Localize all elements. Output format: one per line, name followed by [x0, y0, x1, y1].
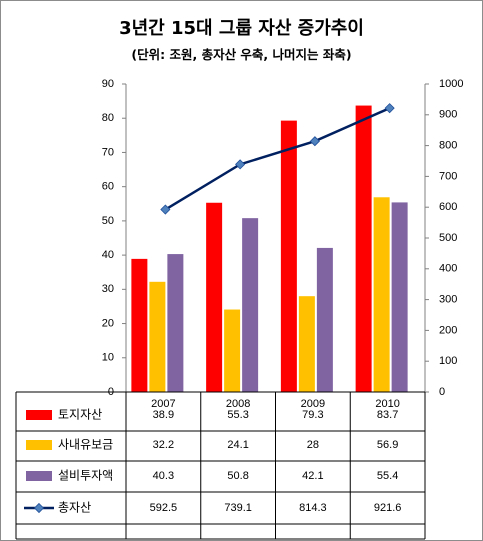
y-right-tick-label: 300: [439, 294, 457, 306]
marker-총자산-2010: [384, 103, 395, 114]
legend-label: 사내유보금: [58, 438, 113, 452]
data-label-cell: 83.7: [377, 409, 398, 421]
y-right-tick-label: 100: [439, 355, 457, 367]
marker-총자산-2007: [160, 204, 171, 215]
data-label-cell: 921.6: [374, 502, 402, 514]
x-tick-label: 2008: [226, 398, 250, 410]
y-left-tick-label: 80: [102, 112, 114, 124]
chart-subtitle: (단위: 조원, 총자산 우축, 나머지는 좌축): [131, 47, 352, 62]
y-right-tick-label: 600: [439, 201, 457, 213]
legend-label: 총자산: [58, 501, 91, 515]
x-tick-label: 2009: [301, 398, 325, 410]
y-left-tick-label: 10: [102, 352, 114, 364]
legend-label: 토지자산: [58, 408, 102, 422]
legend-key-토지자산: [26, 410, 52, 420]
y-left-tick-label: 40: [102, 249, 114, 261]
legend-key-marker-총자산: [33, 502, 45, 514]
bar-사내유보금-2010: [373, 197, 390, 392]
y-right-tick-label: 700: [439, 170, 457, 182]
chart-title: 3년간 15대 그룹 자산 증가추이: [119, 18, 364, 39]
x-tick-label: 2007: [151, 398, 175, 410]
bar-설비투자액-2007: [167, 254, 184, 392]
data-label-cell: 814.3: [299, 502, 327, 514]
x-tick-label: 2010: [375, 398, 399, 410]
data-label-cell: 32.2: [153, 439, 174, 451]
y-left-tick-label: 60: [102, 181, 114, 193]
data-label-cell: 28: [307, 439, 319, 451]
y-right-tick-label: 800: [439, 140, 457, 152]
bar-토지자산-2010: [355, 105, 372, 392]
marker-총자산-2009: [309, 136, 320, 147]
data-label-cell: 55.3: [227, 409, 248, 421]
bar-토지자산-2009: [280, 120, 297, 393]
y-right-tick-label: 1000: [439, 78, 463, 90]
legend-label: 설비투자액: [58, 469, 113, 483]
data-label-cell: 42.1: [302, 470, 323, 482]
bar-토지자산-2008: [206, 202, 223, 392]
y-right-tick-label: 0: [439, 386, 445, 398]
data-label-cell: 592.5: [150, 502, 178, 514]
data-label-cell: 50.8: [227, 470, 248, 482]
y-left-tick-label: 30: [102, 283, 114, 295]
y-right-tick-label: 400: [439, 263, 457, 275]
data-label-cell: 56.9: [377, 439, 398, 451]
legend-key-설비투자액: [26, 471, 52, 481]
marker-총자산-2008: [235, 159, 246, 170]
y-right-tick-label: 200: [439, 324, 457, 336]
data-label-cell: 24.1: [227, 439, 248, 451]
legend-key-사내유보금: [26, 440, 52, 450]
data-label-cell: 739.1: [224, 502, 252, 514]
data-label-cell: 55.4: [377, 470, 398, 482]
data-label-cell: 38.9: [153, 409, 174, 421]
bar-설비투자액-2010: [391, 202, 408, 392]
data-label-cell: 79.3: [302, 409, 323, 421]
bar-사내유보금-2007: [149, 281, 166, 392]
y-right-tick-label: 900: [439, 109, 457, 121]
line-총자산: [164, 107, 391, 211]
data-label-cell: 40.3: [153, 470, 174, 482]
bar-사내유보금-2009: [298, 296, 315, 392]
bar-토지자산-2007: [131, 258, 148, 392]
y-left-tick-label: 70: [102, 146, 114, 158]
y-left-tick-label: 20: [102, 317, 114, 329]
bar-설비투자액-2009: [316, 247, 333, 392]
y-left-tick-label: 90: [102, 78, 114, 90]
y-right-tick-label: 500: [439, 232, 457, 244]
bar-사내유보금-2008: [224, 309, 241, 392]
bar-설비투자액-2008: [242, 218, 259, 392]
y-left-tick-label: 50: [102, 215, 114, 227]
